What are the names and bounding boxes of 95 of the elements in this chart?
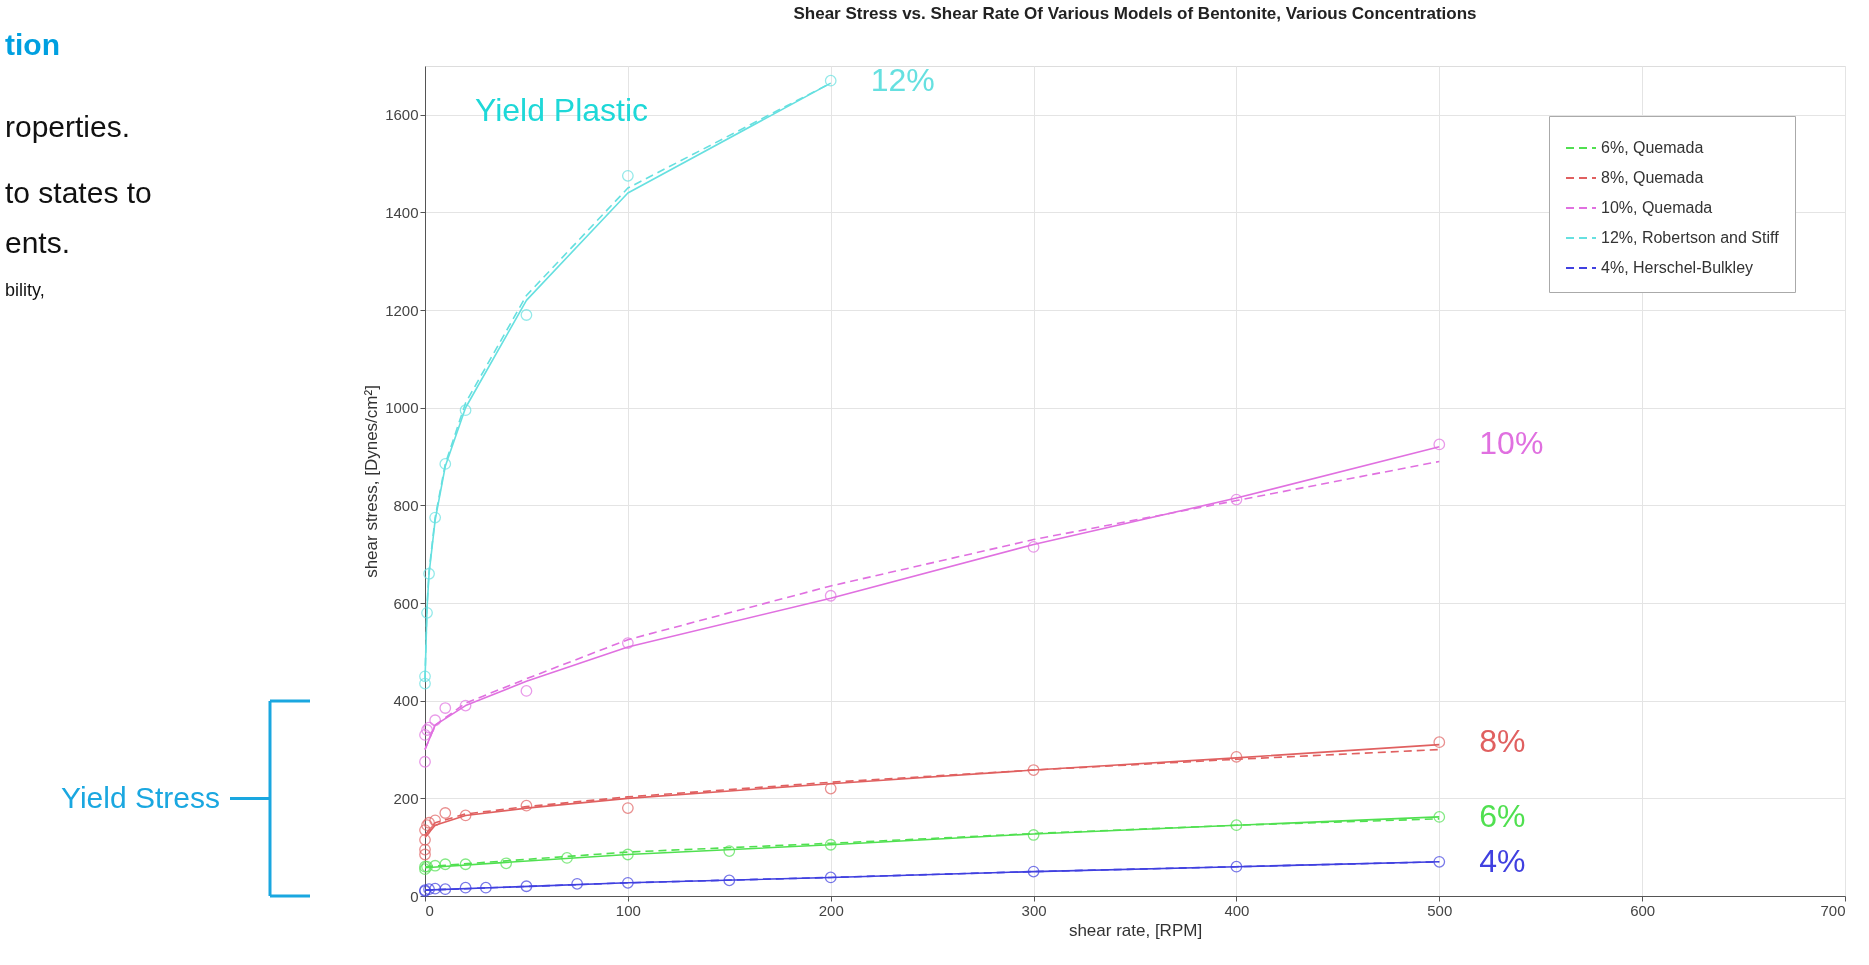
point xyxy=(479,881,492,894)
x-tick-label: 100 xyxy=(615,901,641,919)
point xyxy=(1027,829,1040,841)
point xyxy=(723,845,736,857)
x-tick-label: 700 xyxy=(1820,901,1846,919)
point xyxy=(824,589,837,602)
y-tick-label: 0 xyxy=(410,887,419,905)
point xyxy=(419,677,431,690)
y-tick-label: 800 xyxy=(393,496,419,514)
point xyxy=(621,876,634,889)
x-axis-title: shear rate, [RPM] xyxy=(1068,920,1203,940)
point xyxy=(439,702,452,714)
point xyxy=(459,699,472,712)
point xyxy=(429,814,442,827)
y-axis-title: shear stress, [Dynes/cm²] xyxy=(362,385,382,578)
y-tick-label: 1000 xyxy=(385,399,419,417)
x-tick-label: 200 xyxy=(818,901,844,919)
point xyxy=(423,567,435,580)
x-tick-label: 400 xyxy=(1224,901,1250,919)
point xyxy=(1027,541,1040,553)
legend-label: 12%, Robertson and Stiff xyxy=(1601,229,1780,246)
point xyxy=(419,670,431,683)
point xyxy=(419,755,431,768)
point xyxy=(419,848,431,861)
text: roperties. xyxy=(5,110,131,143)
point xyxy=(1433,855,1446,868)
legend-label: 8%, Quemada xyxy=(1601,169,1704,186)
point xyxy=(439,807,452,819)
x-tick-label: 0 xyxy=(425,901,434,919)
point xyxy=(439,458,452,470)
point xyxy=(419,729,431,741)
series-label: 12% xyxy=(870,61,935,98)
point xyxy=(561,852,573,864)
point xyxy=(419,843,431,856)
point xyxy=(824,871,837,884)
point xyxy=(459,404,472,417)
series-label: 6% xyxy=(1479,797,1526,834)
point xyxy=(1433,811,1446,823)
point xyxy=(824,838,837,851)
point xyxy=(621,169,634,182)
point xyxy=(1027,865,1040,878)
text: tion xyxy=(5,28,60,61)
series-label: 8% xyxy=(1479,723,1526,760)
x-tick-label: 600 xyxy=(1630,901,1656,919)
point xyxy=(520,685,533,697)
text: Yield Stress xyxy=(61,781,220,814)
x-tick-label: 500 xyxy=(1427,901,1453,919)
y-tick-label: 600 xyxy=(393,594,419,612)
point xyxy=(1230,860,1243,873)
annotation: Yield Plastic xyxy=(475,92,649,128)
point xyxy=(1230,750,1243,763)
point xyxy=(459,809,472,822)
point xyxy=(571,877,584,890)
point xyxy=(723,874,736,887)
point xyxy=(621,848,634,861)
y-tick-label: 1400 xyxy=(385,203,419,221)
legend-label: 6%, Quemada xyxy=(1601,139,1704,156)
point xyxy=(621,802,634,814)
y-tick-label: 1200 xyxy=(385,301,419,319)
chart-title: Shear Stress vs. Shear Rate Of Various Models of Bentonite, Various Concentrations xyxy=(793,4,1477,23)
point xyxy=(459,858,472,871)
point xyxy=(439,858,452,871)
point xyxy=(459,881,472,894)
point xyxy=(500,857,513,870)
point xyxy=(520,880,533,893)
point xyxy=(419,824,431,836)
y-tick-label: 1600 xyxy=(385,106,419,124)
point xyxy=(439,883,452,896)
text: bility, xyxy=(5,280,45,300)
legend-label: 10%, Quemada xyxy=(1601,199,1713,216)
point xyxy=(1433,438,1446,451)
text: ents. xyxy=(5,226,71,259)
point xyxy=(520,309,533,321)
legend-label: 4%, Herschel-Bulkley xyxy=(1601,259,1754,276)
point xyxy=(429,511,442,524)
point xyxy=(824,782,837,795)
point xyxy=(1433,736,1446,749)
y-tick-label: 400 xyxy=(393,692,419,710)
point xyxy=(824,74,837,87)
point xyxy=(429,882,442,895)
series-label: 4% xyxy=(1479,842,1526,879)
series-label: 10% xyxy=(1479,425,1544,462)
point xyxy=(421,606,433,619)
x-tick-label: 300 xyxy=(1021,901,1047,919)
point xyxy=(429,714,442,727)
point xyxy=(423,883,435,896)
point xyxy=(419,833,431,846)
point xyxy=(1027,764,1040,776)
point xyxy=(1230,819,1243,832)
point xyxy=(520,799,533,812)
point xyxy=(621,637,634,649)
text: to states to xyxy=(5,176,152,209)
point xyxy=(429,859,442,872)
point xyxy=(1230,493,1243,506)
y-tick-label: 200 xyxy=(393,789,419,807)
